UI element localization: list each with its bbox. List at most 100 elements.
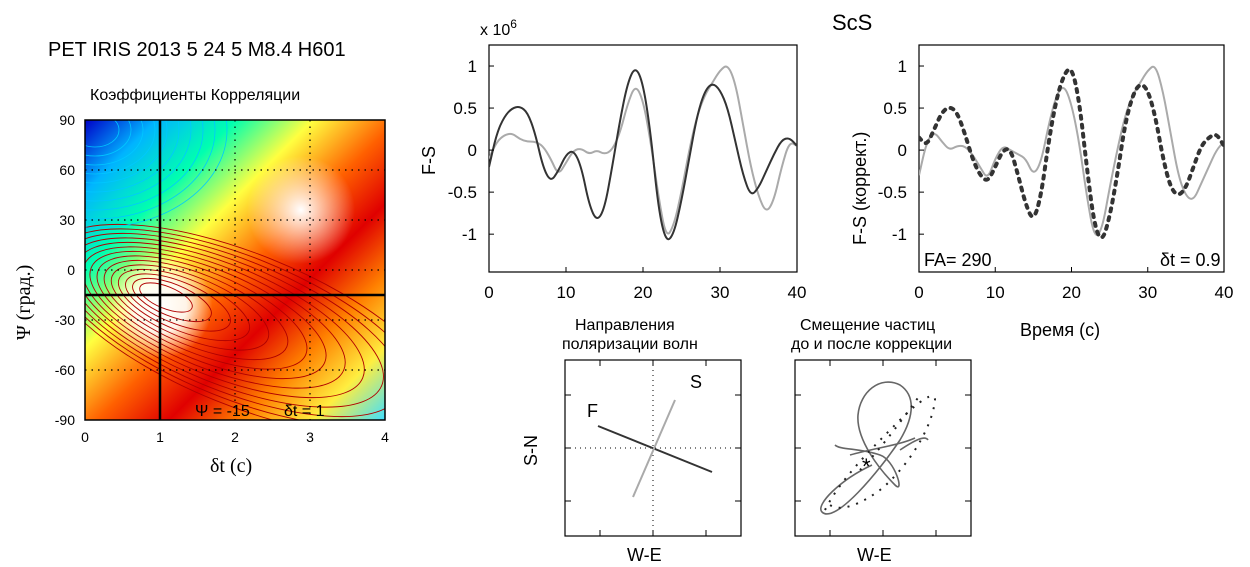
y-tick-label: -90 [55, 412, 75, 428]
y-tick-label: -1 [892, 225, 907, 244]
contour-line [125, 273, 231, 332]
particle-xlabel: W-E [857, 545, 892, 565]
particle-motion-after [824, 395, 937, 511]
dt-label: δt = 0.9 [1160, 250, 1221, 270]
particle-motion-before [820, 381, 912, 515]
x-tick-label: 40 [1215, 283, 1234, 302]
fs-corrected-frame [918, 44, 1225, 273]
polarization-title-line1: Направления [575, 317, 675, 334]
contour-line [85, 246, 346, 389]
y-tick-label: -60 [55, 362, 75, 378]
y-tick-label: 0.5 [453, 99, 477, 118]
contour-line [85, 120, 180, 193]
contour-line [85, 120, 120, 148]
fs-raw-plot [488, 44, 798, 273]
particle-plot: * [794, 359, 972, 537]
heatmap-xlabel: δt (с) [210, 455, 252, 477]
series-line-2 [489, 69, 797, 241]
contour-line [85, 237, 384, 408]
fs-raw-series [489, 65, 797, 241]
fs-corrected-xlabel: Время (с) [1020, 320, 1100, 340]
contour-line [117, 268, 251, 342]
fs-corrected-ticks: 0 10 20 30 40 1 0.5 0 -0.5 -1 [878, 57, 1234, 302]
contour-line [85, 241, 365, 399]
contour-line [85, 120, 144, 166]
particle-title-line1: Смещение частиц [800, 317, 935, 334]
particle-ticks [795, 360, 971, 536]
y-tick-label: 0 [898, 141, 907, 160]
fs-corrected-plot: FA= 290 δt = 0.9 [918, 44, 1225, 273]
y-tick-label: -0.5 [448, 183, 477, 202]
x-tick-label: 4 [381, 429, 389, 445]
polarization-ticks [565, 360, 741, 536]
polarization-plot: F S [564, 359, 742, 537]
particle-origin-marker: * [862, 454, 871, 479]
y-tick-label: -0.5 [878, 183, 907, 202]
heatmap-ylabel: Ψ (град.) [13, 265, 35, 340]
polarization-ylabel: S-N [521, 435, 541, 466]
slow-direction-line [632, 399, 676, 498]
x-tick-label: 30 [711, 283, 730, 302]
fs-corrected-series [919, 65, 1224, 240]
heatmap-grid [85, 120, 385, 420]
fs-raw-scale: x 106 [480, 17, 517, 39]
y-tick-label: -30 [55, 312, 75, 328]
fs-raw-frame [488, 44, 798, 273]
polarization-title-line2: поляризации волн [562, 336, 698, 353]
fast-direction-line [597, 425, 713, 473]
y-tick-label: 1 [898, 57, 907, 76]
slow-label: S [690, 372, 702, 392]
phase-title: ScS [832, 10, 872, 35]
y-tick-label: 0.5 [883, 99, 907, 118]
contour-line [132, 277, 212, 323]
y-tick-label: 60 [59, 162, 75, 178]
y-tick-label: 0 [468, 141, 477, 160]
x-tick-label: 0 [914, 283, 923, 302]
contour-line [139, 282, 193, 313]
x-tick-label: 40 [788, 283, 807, 302]
x-tick-label: 30 [1138, 283, 1157, 302]
fs-corrected-ylabel: F-S (коррект.) [850, 132, 870, 245]
x-tick-label: 3 [306, 429, 314, 445]
y-tick-label: 30 [59, 212, 75, 228]
y-tick-label: -1 [462, 225, 477, 244]
x-tick-label: 1 [156, 429, 164, 445]
heatmap-frame [84, 119, 386, 421]
annotation-dt: δt = 1 [284, 403, 325, 420]
fa-label: FA= 290 [924, 250, 992, 270]
x-tick-label: 10 [986, 283, 1005, 302]
y-tick-label: 1 [468, 57, 477, 76]
event-title: PET IRIS 2013 5 24 5 M8.4 H601 [48, 39, 346, 61]
contour-line [85, 228, 385, 420]
x-tick-label: 20 [1062, 283, 1081, 302]
contour-line [85, 120, 156, 175]
contour-line [85, 232, 385, 418]
x-tick-label: 10 [557, 283, 576, 302]
fs-raw-ticks: 0 10 20 30 40 1 0.5 0 -0.5 -1 [448, 57, 807, 302]
contour-line [85, 223, 385, 420]
contour-line [110, 264, 270, 351]
heatmap-plot: Ψ = -15 δt = 1 [84, 119, 386, 421]
particle-motion-before-tail [849, 437, 929, 456]
series-line-2 [919, 67, 1224, 240]
contour-line [85, 120, 168, 184]
contour-line [85, 120, 228, 229]
fs-raw-ylabel: F-S [419, 146, 439, 175]
x-tick-label: 0 [81, 429, 89, 445]
polarization-xlabel: W-E [627, 545, 662, 565]
x-tick-label: 0 [484, 283, 493, 302]
contour-line [85, 120, 204, 211]
fast-label: F [587, 401, 598, 421]
x-tick-label: 2 [231, 429, 239, 445]
particle-title-line2: до и после коррекции [791, 336, 952, 353]
heatmap-title: Коэффициенты Корреляции [90, 87, 300, 104]
contour-line [85, 120, 216, 220]
annotation-psi: Ψ = -15 [195, 403, 250, 420]
y-tick-label: 0 [67, 262, 75, 278]
heatmap-ticks: 0 1 2 3 4 90 60 30 0 -30 -60 -90 [55, 112, 389, 445]
x-tick-label: 20 [634, 283, 653, 302]
y-tick-label: 90 [59, 112, 75, 128]
contour-line [85, 120, 132, 157]
contour-line [103, 259, 289, 361]
series-line-1 [919, 65, 1224, 236]
